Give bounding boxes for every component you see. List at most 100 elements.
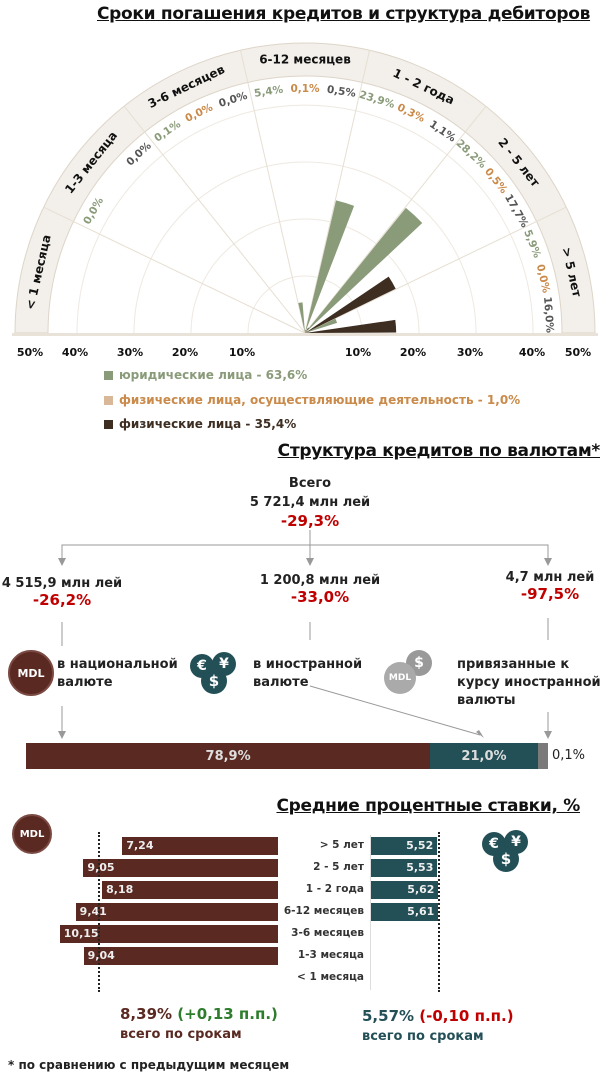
- mdl-bar-value: 7,24: [126, 839, 154, 852]
- wedge-individuals: [305, 330, 306, 333]
- mdl-block: 4 515,9 млн лей -26,2%: [0, 576, 124, 609]
- wedge-entrepreneurs: [305, 331, 306, 333]
- total-block: Всего 5 721,4 млн лей -29,3%: [200, 476, 420, 530]
- mdl-value: 4 515,9 млн лей: [1, 576, 123, 591]
- fx-average-line: [437, 832, 440, 992]
- baseline: [12, 333, 598, 336]
- value-label-individuals: 0,5%: [326, 84, 357, 100]
- sector-divider: [304, 50, 371, 334]
- sector-divider: [304, 105, 487, 334]
- fx-value: 1 200,8 млн лей: [259, 573, 381, 588]
- legend-label: юридические лица - 63,6%: [119, 368, 308, 382]
- mdl-bar: [83, 859, 278, 877]
- rates-title: Средние процентные ставки, %: [276, 796, 580, 816]
- legend-label: физические лица, осуществляющие деятельн…: [119, 393, 521, 407]
- currency-segment: 21,0%: [430, 743, 538, 769]
- mdl-bar: [83, 947, 278, 965]
- mdl-bar-value: 9,41: [79, 905, 107, 918]
- peg-value: 4,7 млн лей: [505, 570, 595, 585]
- mdl-label: в национальной валюте: [57, 657, 178, 690]
- fx-bar-value: 5,62: [407, 883, 435, 896]
- fx-caption: всего по срокам: [362, 1029, 484, 1044]
- sector-divider: [304, 206, 567, 334]
- wedge-entrepreneurs: [305, 331, 308, 333]
- legend-individuals: физические лица - 35,4%: [104, 417, 296, 431]
- mdl-coin-icon: MDL: [8, 650, 54, 696]
- currency-title: Структура кредитов по валютам*: [277, 441, 601, 461]
- fx-label: в иностранной валюте: [253, 657, 363, 690]
- currency-segment: 78,9%: [26, 743, 431, 769]
- mdl-average-line: [97, 832, 100, 992]
- mdl-bar-value: 10,15: [63, 927, 99, 940]
- fx-summary: 5,57% (-0,10 п.п.) всего по срокам: [362, 1007, 514, 1044]
- peg-label: привязанные к курсу иностранной валюты: [457, 657, 601, 708]
- sector-divider: [123, 105, 306, 334]
- wedge-legal: [305, 318, 338, 333]
- mdl-bar: [102, 881, 278, 899]
- fx-bar: [371, 881, 439, 899]
- wedge-legal: [305, 200, 355, 333]
- axis-tick: 20%: [171, 346, 199, 359]
- fx-bar-value: 5,52: [406, 839, 434, 852]
- mdl-bar-value: 8,18: [106, 883, 134, 896]
- grid-ring: [76, 104, 534, 334]
- category-label: 1 - 2 года: [305, 883, 364, 895]
- mdl-bar: [75, 903, 278, 921]
- axis-tick: 40%: [61, 346, 89, 359]
- legend-legal: юридические лица - 63,6%: [104, 368, 307, 382]
- fx-change: -33,0%: [290, 588, 350, 606]
- fx-bar: [371, 859, 438, 877]
- footnote: * по сравнению с предыдущим месяцем: [8, 1058, 290, 1072]
- category-label: < 1 месяца: [297, 971, 364, 983]
- value-label-individuals: 16,0%: [541, 296, 556, 334]
- category-label: > 5 лет: [319, 839, 364, 851]
- axis-tick: 30%: [116, 346, 144, 359]
- wedge-legal: [305, 207, 423, 333]
- currency-segment: [537, 743, 549, 769]
- sector-divider: [43, 206, 306, 334]
- peg-change: -97,5%: [520, 585, 580, 603]
- sector-divider: [239, 50, 306, 334]
- mdl-caption: всего по срокам: [120, 1027, 242, 1042]
- mdl-summary: 8,39% (+0,13 п.п.) всего по срокам: [120, 1005, 278, 1042]
- foreign-coins-icon: € ¥ $: [482, 830, 542, 875]
- axis-tick: 20%: [399, 346, 427, 359]
- category-label: 6-12 месяцев: [283, 905, 364, 917]
- fx-bar: [371, 837, 438, 855]
- value-label-entrepreneurs: 0,1%: [290, 83, 320, 95]
- mdl-bar: [59, 925, 278, 943]
- mdl-bar-value: 9,04: [87, 949, 115, 962]
- legend-label: физические лица - 35,4%: [119, 417, 297, 431]
- category-label: 1-3 месяца: [297, 949, 364, 961]
- axis-tick: 10%: [344, 346, 372, 359]
- mdl-bar: [122, 837, 278, 855]
- wedge-individuals: [305, 327, 309, 333]
- mdl-bar-value: 9,05: [87, 861, 115, 874]
- fx-delta: (-0,10 п.п.): [419, 1007, 514, 1025]
- category-label: 3-6 месяцев: [291, 927, 364, 939]
- fx-axis-line: [370, 835, 371, 990]
- foreign-coins-icon: € ¥ $: [190, 652, 250, 697]
- pegged-coins-icon: $ MDL: [382, 650, 442, 695]
- value-label-legal: 5,4%: [253, 84, 284, 100]
- mdl-coin-icon: MDL: [12, 814, 52, 854]
- axis-tick: 10%: [228, 346, 256, 359]
- pegged-share-label: 0,1%: [552, 748, 586, 763]
- label-band: [14, 42, 596, 334]
- grid-ring: [133, 161, 477, 334]
- total-label: Всего: [288, 476, 332, 491]
- grid-ring: [190, 218, 420, 334]
- legend-entrepreneurs: физические лица, осуществляющие деятельн…: [104, 393, 520, 407]
- maturity-title: Сроки погашения кредитов и структура деб…: [97, 4, 591, 24]
- axis-tick: 50%: [564, 346, 592, 359]
- total-value: 5 721,4 млн лей: [249, 495, 371, 510]
- mdl-delta: (+0,13 п.п.): [177, 1005, 278, 1023]
- wedge-legal: [298, 302, 305, 333]
- sector-label: 6-12 месяцев: [259, 53, 351, 67]
- currency-stacked-bar: 78,9% 21,0%: [26, 743, 549, 769]
- wedge-individuals: [305, 276, 396, 333]
- wedge-individuals: [305, 319, 397, 333]
- mdl-change: -26,2%: [32, 591, 92, 609]
- fx-total: 5,57%: [362, 1007, 415, 1025]
